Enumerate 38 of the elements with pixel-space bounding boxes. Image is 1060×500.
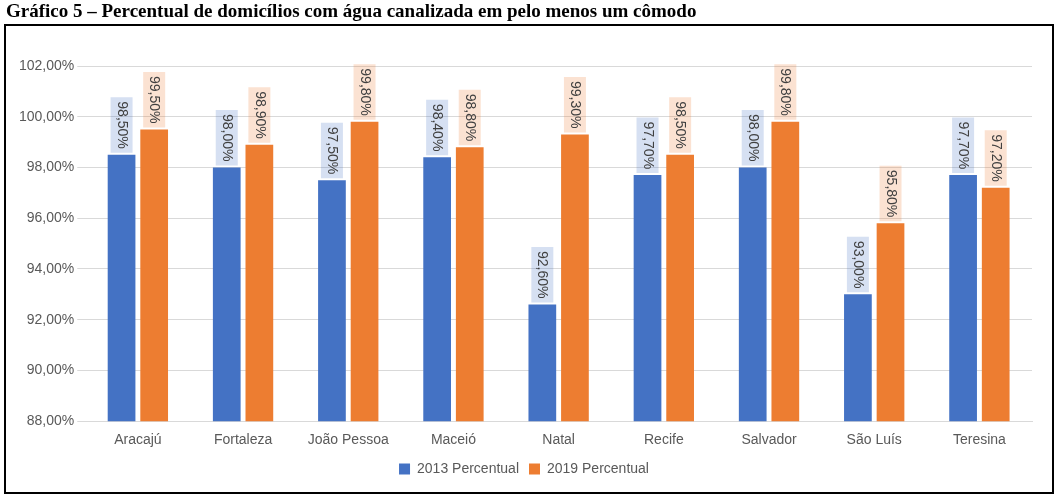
data-label: 95,80%: [883, 169, 900, 218]
data-label: 98,50%: [114, 101, 131, 149]
y-tick-label: 90,00%: [26, 361, 75, 378]
data-label: 98,00%: [219, 114, 236, 162]
x-tick-label: São Luís: [846, 431, 902, 448]
y-tick-label: 100,00%: [18, 107, 75, 124]
x-tick-label: Aracajú: [114, 431, 162, 448]
chart-title: Gráfico 5 – Percentual de domicílios com água canalizada em pelo menos um cômodo: [5, 0, 698, 23]
x-tick-label: Maceió: [430, 431, 477, 448]
data-label: 99,80%: [778, 68, 795, 116]
data-label: 97,20%: [988, 134, 1005, 182]
y-tick-label: 92,00%: [26, 310, 75, 327]
data-label: 98,90%: [252, 91, 269, 139]
data-label: 99,30%: [568, 81, 585, 129]
x-tick-label: Recife: [643, 431, 684, 448]
x-tick-label: Natal: [542, 431, 575, 448]
legend-label: 2013 Percentual: [417, 459, 519, 476]
x-tick-label: Salvador: [741, 431, 797, 448]
data-label: 98,50%: [673, 101, 690, 149]
y-tick-label: 94,00%: [26, 259, 75, 276]
y-tick-label: 96,00%: [26, 209, 75, 226]
y-tick-label: 88,00%: [26, 412, 75, 429]
data-label: 93,00%: [851, 240, 868, 289]
y-tick-label: 98,00%: [26, 158, 75, 175]
legend-label: 2019 Percentual: [547, 459, 649, 476]
x-tick-label: Teresina: [952, 431, 1007, 448]
data-label: 98,00%: [745, 114, 762, 162]
y-tick-label: 102,00%: [18, 56, 75, 73]
data-label: 99,80%: [357, 68, 374, 116]
data-label: 97,70%: [956, 121, 973, 170]
data-label: 98,80%: [462, 93, 479, 142]
data-label: 98,40%: [430, 103, 447, 152]
data-label: 92,60%: [535, 251, 552, 299]
x-tick-label: Fortaleza: [213, 431, 273, 448]
data-label: 99,50%: [147, 75, 164, 124]
data-label: 97,70%: [640, 121, 657, 170]
x-tick-label: João Pessoa: [307, 431, 389, 448]
data-label: 97,50%: [325, 126, 342, 175]
